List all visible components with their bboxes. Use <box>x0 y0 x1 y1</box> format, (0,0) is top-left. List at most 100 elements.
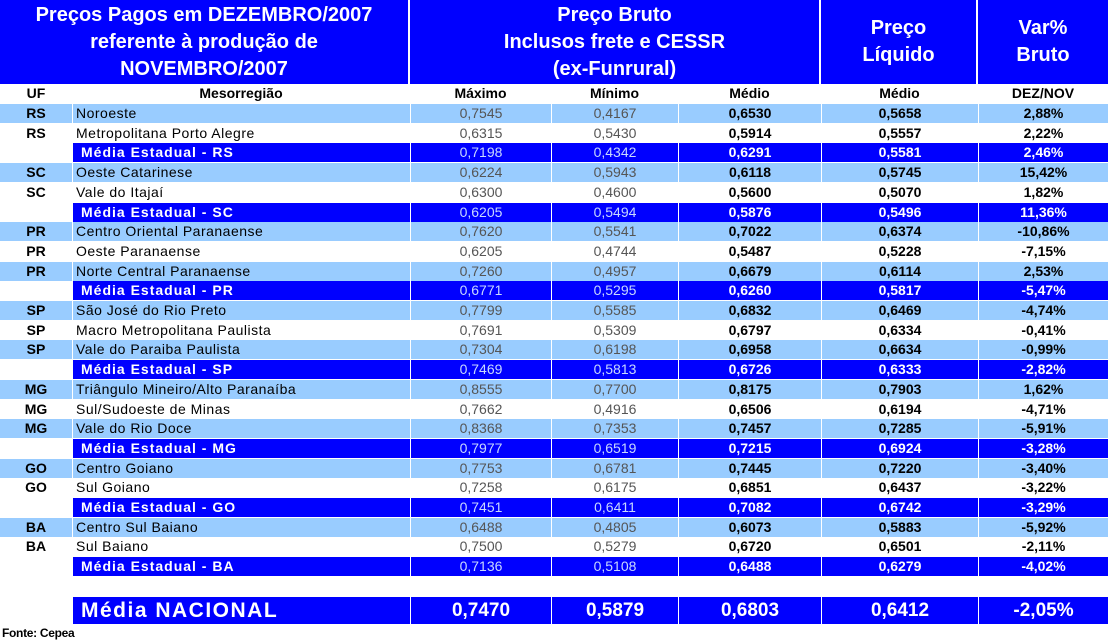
row-mesorregiao: Média Estadual - SP <box>72 360 410 380</box>
row-medio: 0,6260 <box>678 281 821 301</box>
source-note: Fonte: Cepea <box>2 626 75 640</box>
row-medio: 0,6720 <box>678 537 821 557</box>
row-maximo: 0,7799 <box>410 301 551 320</box>
row-mesorregiao: Noroeste <box>72 104 410 123</box>
row-mesorregiao: Média Estadual - RS <box>72 143 410 163</box>
row-var: -5,92% <box>978 517 1108 537</box>
table-row: PR Oeste Paranaense 0,6205 0,4744 0,5487 0,52… <box>0 241 1108 262</box>
row-uf: SC <box>0 163 72 183</box>
row-liquido: 0,6742 <box>821 498 978 517</box>
state-average-row: Média Estadual - PR 0,6771 0,5295 0,6260 0,5… <box>0 281 1108 301</box>
row-uf <box>0 202 72 222</box>
row-medio: 0,7022 <box>678 222 821 242</box>
row-minimo: 0,5309 <box>551 320 678 340</box>
row-maximo: 0,7977 <box>410 438 551 458</box>
national-medio: 0,6803 <box>678 597 821 624</box>
row-mesorregiao: Sul/Sudoeste de Minas <box>72 399 410 419</box>
row-var: 2,53% <box>978 261 1108 281</box>
row-medio: 0,6073 <box>678 517 821 537</box>
state-average-row: Média Estadual - GO 0,7451 0,6411 0,7082 0,6… <box>0 498 1108 518</box>
bruto-line-1: Preço Bruto <box>557 3 672 26</box>
national-average-row: Média NACIONAL 0,7470 0,5879 0,6803 0,64… <box>0 597 1108 624</box>
row-minimo: 0,5108 <box>551 557 678 577</box>
state-average-row: Média Estadual - BA 0,7136 0,5108 0,6488 0,6… <box>0 557 1108 577</box>
row-liquido: 0,6374 <box>821 222 978 242</box>
row-medio: 0,6726 <box>678 360 821 380</box>
row-mesorregiao: Metropolitana Porto Alegre <box>72 123 410 143</box>
row-medio: 0,5914 <box>678 123 821 143</box>
row-liquido: 0,6924 <box>821 438 978 458</box>
row-var: -3,40% <box>978 458 1108 478</box>
row-liquido: 0,5228 <box>821 241 978 261</box>
row-minimo: 0,5494 <box>551 202 678 222</box>
col-maximo: Máximo <box>454 85 507 101</box>
row-medio: 0,7215 <box>678 438 821 458</box>
row-mesorregiao: Média Estadual - GO <box>72 498 410 517</box>
row-medio: 0,6958 <box>678 340 821 360</box>
row-minimo: 0,4600 <box>551 182 678 202</box>
row-liquido: 0,5745 <box>821 163 978 183</box>
row-var: -5,47% <box>978 281 1108 301</box>
row-var: -4,02% <box>978 557 1108 577</box>
row-liquido: 0,5557 <box>821 123 978 143</box>
national-min: 0,5879 <box>551 597 678 624</box>
row-uf: SP <box>0 340 72 360</box>
col-uf: UF <box>26 85 46 101</box>
col-medio: Médio <box>729 85 770 101</box>
row-mesorregiao: Centro Oriental Paranaense <box>72 222 410 242</box>
row-var: -7,15% <box>978 241 1108 261</box>
row-var: 2,46% <box>978 143 1108 163</box>
row-minimo: 0,6781 <box>551 458 678 478</box>
row-var: -3,29% <box>978 498 1108 517</box>
row-maximo: 0,8555 <box>410 379 551 399</box>
row-minimo: 0,5943 <box>551 163 678 183</box>
bruto-line-2: Inclusos frete e CESSR <box>503 30 726 53</box>
national-uf <box>0 597 72 624</box>
row-var: 2,22% <box>978 123 1108 143</box>
row-minimo: 0,6175 <box>551 478 678 498</box>
row-maximo: 0,6300 <box>410 182 551 202</box>
title-line-3: NOVEMBRO/2007 <box>120 57 288 80</box>
row-uf <box>0 143 72 163</box>
table-row: MG Sul/Sudoeste de Minas 0,7662 0,4916 0,650… <box>0 399 1108 420</box>
row-minimo: 0,4167 <box>551 104 678 123</box>
row-liquido: 0,7903 <box>821 379 978 399</box>
row-var: -4,71% <box>978 399 1108 419</box>
table-row: SP São José do Rio Preto 0,7799 0,5585 0,683… <box>0 301 1108 321</box>
row-minimo: 0,5813 <box>551 360 678 380</box>
row-minimo: 0,7700 <box>551 379 678 399</box>
row-maximo: 0,6315 <box>410 123 551 143</box>
row-uf <box>0 281 72 301</box>
row-maximo: 0,7691 <box>410 320 551 340</box>
table-row: GO Centro Goiano 0,7753 0,6781 0,7445 0,7220-… <box>0 458 1108 479</box>
row-maximo: 0,6205 <box>410 202 551 222</box>
state-average-row: Média Estadual - RS 0,7198 0,4342 0,6291 0,5… <box>0 143 1108 163</box>
row-maximo: 0,7469 <box>410 360 551 380</box>
bruto-line-3: (ex-Funrural) <box>552 57 677 80</box>
row-mesorregiao: Vale do Paraiba Paulista <box>72 340 410 360</box>
col-minimo: Mínimo <box>590 85 639 101</box>
table-row: PR Norte Central Paranaense 0,7260 0,4957 0,… <box>0 261 1108 282</box>
row-liquido: 0,5658 <box>821 104 978 123</box>
row-medio: 0,6797 <box>678 320 821 340</box>
row-var: -5,91% <box>978 419 1108 439</box>
table-row: BA Sul Baiano 0,7500 0,5279 0,6720 0,6501 -2,1… <box>0 537 1108 557</box>
row-minimo: 0,6198 <box>551 340 678 360</box>
row-minimo: 0,5585 <box>551 301 678 320</box>
row-var: -10,86% <box>978 222 1108 242</box>
row-minimo: 0,4805 <box>551 517 678 537</box>
row-minimo: 0,7353 <box>551 419 678 439</box>
row-medio: 0,5487 <box>678 241 821 261</box>
liquido-line-2: Líquido <box>862 44 935 66</box>
table-row: MG Vale do Rio Doce 0,8368 0,7353 0,7457 0,72… <box>0 419 1108 439</box>
row-medio: 0,5876 <box>678 202 821 222</box>
row-liquido: 0,6334 <box>821 320 978 340</box>
table-row: BA Centro Sul Baiano 0,6488 0,4805 0,6073 0,5… <box>0 517 1108 538</box>
row-liquido: 0,5817 <box>821 281 978 301</box>
row-mesorregiao: Sul Goiano <box>72 478 410 498</box>
row-medio: 0,6851 <box>678 478 821 498</box>
var-line-1: Var% <box>1018 17 1068 39</box>
row-var: -3,22% <box>978 478 1108 498</box>
row-uf: GO <box>0 458 72 478</box>
row-medio: 0,8175 <box>678 379 821 399</box>
